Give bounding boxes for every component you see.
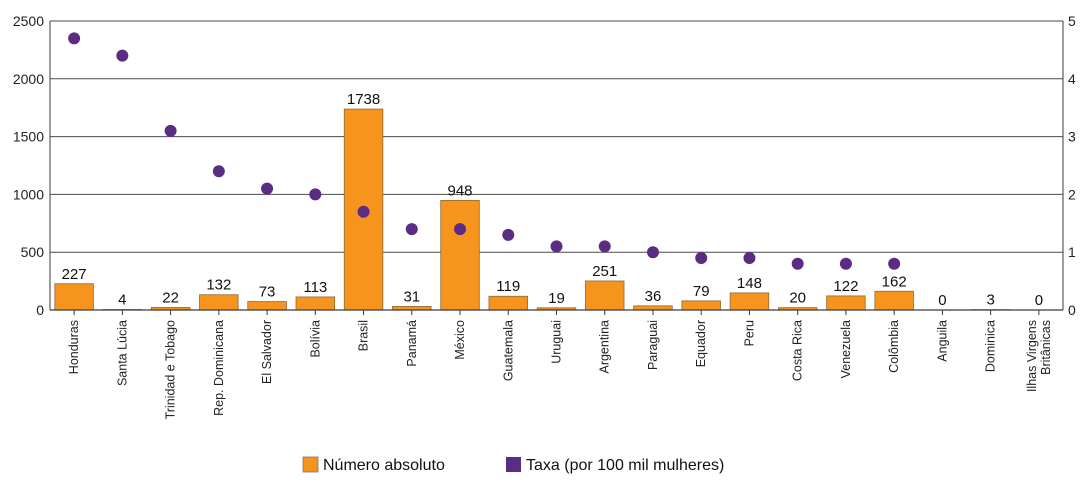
dot-m-xico	[454, 223, 467, 236]
dot-equador	[695, 251, 708, 264]
dot-panam-	[405, 223, 418, 236]
bar-col-mbia	[874, 290, 914, 311]
bar-value-honduras: 227	[62, 266, 87, 283]
bar-value-trinidad-e-tobago: 22	[162, 289, 179, 306]
bar-honduras	[54, 283, 94, 311]
dot-santa-l-cia	[116, 49, 129, 62]
bar-value-venezuela: 122	[833, 278, 858, 295]
legend-swatch-numero-absoluto	[302, 456, 319, 473]
scatter-series	[68, 32, 901, 270]
bar-value-uruguai: 19	[548, 290, 565, 307]
x-label-panam-: Panamá	[405, 320, 419, 367]
bar-guatemala	[488, 295, 528, 311]
x-label-ilhas-virgens-brit-nicas-1: Ilhas Virgens	[1025, 320, 1039, 392]
bar-value-brasil: 1738	[347, 91, 380, 108]
y-tick-left-2500: 2500	[13, 13, 44, 29]
bar-venezuela	[826, 295, 866, 311]
legend-label-taxa: Taxa (por 100 mil mulheres)	[526, 457, 724, 474]
bar-paraguai	[633, 305, 673, 311]
y-tick-right-1: 1	[1068, 244, 1076, 260]
bar-bol-via	[295, 296, 336, 311]
x-label-m-xico: México	[453, 320, 467, 360]
x-label-bol-via: Bolívia	[308, 320, 322, 358]
x-label-santa-l-cia: Santa Lúcia	[115, 320, 129, 386]
y-tick-right-3: 3	[1068, 129, 1076, 145]
x-label-ilhas-virgens-brit-nicas-2: Britânicas	[1039, 320, 1053, 375]
x-label-costa-rica: Costa Rica	[791, 320, 805, 381]
bar-value-paraguai: 36	[645, 288, 662, 305]
dot-argentina	[598, 240, 611, 253]
bar-series	[54, 108, 1011, 311]
dot-rep-dominicana	[212, 165, 225, 178]
y-tick-right-4: 4	[1068, 71, 1076, 87]
dot-peru	[743, 251, 756, 264]
legend: Número absoluto Taxa (por 100 mil mulher…	[302, 456, 724, 474]
x-label-uruguai: Uruguai	[550, 320, 564, 364]
x-label-col-mbia: Colômbia	[887, 320, 901, 373]
bar-equador	[681, 300, 721, 311]
x-label-brasil: Brasil	[357, 320, 371, 351]
bar-value-ilhas-virgens-brit-nicas: 0	[1035, 292, 1043, 309]
bar-value-equador: 79	[693, 283, 710, 300]
y-tick-left-1000: 1000	[13, 186, 44, 202]
x-label-anguila: Anguila	[935, 320, 949, 362]
bar-peru	[729, 292, 770, 311]
dot-el-salvador	[261, 182, 274, 195]
dot-brasil	[357, 205, 370, 218]
bar-value-guatemala: 119	[496, 278, 520, 295]
x-label-venezuela: Venezuela	[839, 320, 853, 378]
bar-el-salvador	[247, 301, 287, 311]
y-tick-right-5: 5	[1068, 13, 1076, 29]
x-label-el-salvador: El Salvador	[260, 320, 274, 384]
dot-bol-via	[309, 188, 322, 201]
x-label-argentina: Argentina	[598, 320, 612, 374]
bar-value-el-salvador: 73	[259, 284, 276, 301]
bar-value-m-xico: 948	[448, 182, 473, 199]
x-label-trinidad-e-tobago: Trinidad e Tobago	[164, 320, 178, 419]
x-label-rep-dominicana: Rep. Dominicana	[212, 320, 226, 416]
labels: 227 Honduras 4 Santa Lúcia 22 Trinidad e Toba…	[62, 91, 1053, 419]
bar-value-bol-via: 113	[303, 279, 327, 296]
dot-col-mbia	[888, 257, 901, 270]
dot-trinidad-e-tobago	[164, 124, 177, 137]
bar-value-peru: 148	[737, 275, 762, 292]
y-tick-left-1500: 1500	[13, 129, 44, 145]
legend-label-numero-absoluto: Número absoluto	[323, 457, 445, 474]
bar-value-argentina: 251	[592, 263, 617, 280]
y-tick-right-0: 0	[1068, 302, 1076, 318]
bar-rep-dominicana	[199, 294, 239, 311]
dot-honduras	[68, 32, 81, 45]
x-label-honduras: Honduras	[67, 320, 81, 374]
bar-value-anguila: 0	[938, 292, 946, 309]
x-label-equador: Equador	[694, 320, 708, 367]
bar-value-rep-dominicana: 132	[206, 277, 231, 294]
dot-paraguai	[646, 246, 659, 259]
dot-guatemala	[502, 228, 515, 241]
bar-value-panam-: 31	[403, 288, 420, 305]
bar-value-santa-l-cia: 4	[118, 292, 126, 309]
bar-value-dominica: 3	[986, 292, 994, 309]
dot-venezuela	[839, 257, 852, 270]
y-tick-left-0: 0	[36, 302, 44, 318]
bar-argentina	[585, 280, 625, 311]
y-tick-left-2000: 2000	[13, 71, 44, 87]
bar-m-xico	[440, 200, 480, 311]
x-label-peru: Peru	[742, 320, 756, 346]
x-label-paraguai: Paraguai	[646, 320, 660, 370]
bar-value-col-mbia: 162	[882, 273, 907, 290]
dot-uruguai	[550, 240, 563, 253]
legend-swatch-taxa	[506, 457, 521, 472]
x-label-dominica: Dominica	[984, 320, 998, 372]
gridlines	[50, 20, 1063, 253]
dot-costa-rica	[791, 257, 804, 270]
y-tick-left-500: 500	[21, 244, 45, 260]
bar-value-costa-rica: 20	[789, 290, 806, 307]
x-label-guatemala: Guatemala	[501, 320, 515, 381]
y-tick-right-2: 2	[1068, 186, 1076, 202]
